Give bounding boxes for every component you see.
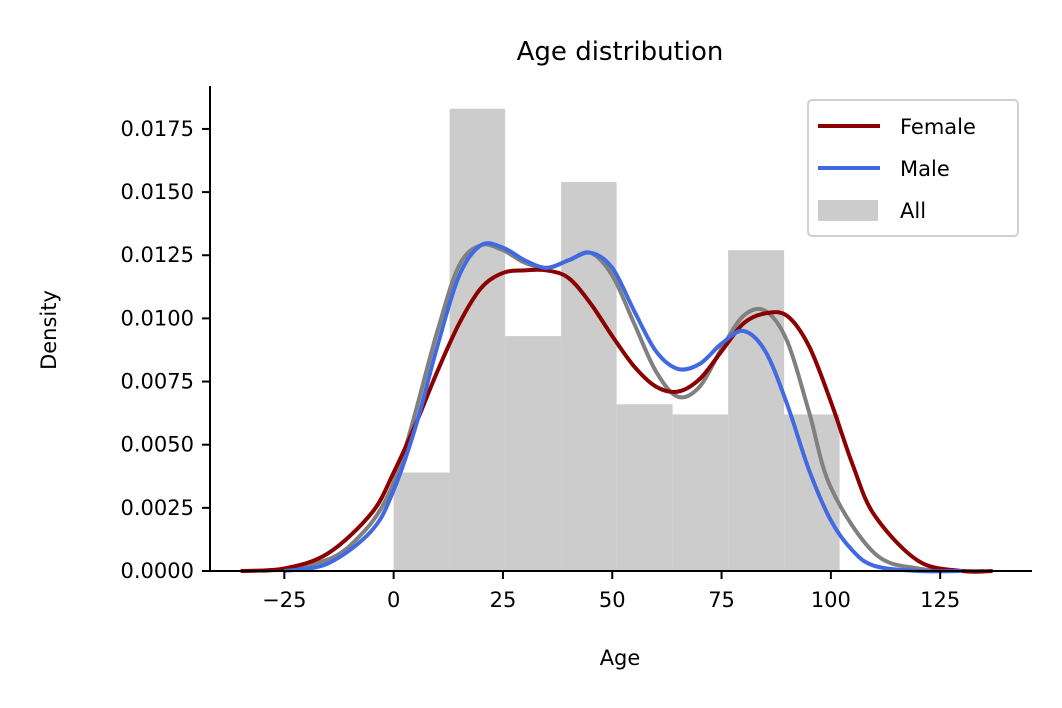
- histogram-bars: [393, 108, 840, 572]
- y-axis-ticks: 0.0000 0.0025 0.0050 0.0075 0.0100 0.0125 0.01…: [121, 117, 210, 583]
- density-curves: [240, 241, 993, 574]
- legend-label-all: All: [900, 199, 926, 223]
- legend: Female Male All: [807, 99, 1019, 237]
- x-tick-label: 100: [811, 588, 851, 612]
- x-tick-label: 125: [920, 588, 960, 612]
- histogram-bar: [728, 250, 785, 572]
- histogram-bar: [449, 108, 506, 571]
- y-tick-label: 0.0000: [121, 559, 194, 583]
- x-tick-label: −25: [262, 588, 306, 612]
- chart-title: Age distribution: [517, 37, 724, 67]
- x-tick-label: 25: [490, 588, 517, 612]
- y-tick-label: 0.0150: [121, 180, 194, 204]
- histogram-bar: [561, 181, 617, 572]
- legend-items: Female Male All: [818, 115, 976, 223]
- histogram-bar: [672, 414, 729, 571]
- y-tick-label: 0.0100: [121, 306, 194, 330]
- x-axis-title: Age: [600, 646, 641, 670]
- histogram-bar: [393, 472, 450, 571]
- y-axis-title: Density: [37, 290, 61, 370]
- legend-label-female: Female: [900, 115, 976, 139]
- x-tick-label: 50: [599, 588, 626, 612]
- y-tick-label: 0.0075: [121, 370, 194, 394]
- y-tick-label: 0.0125: [121, 243, 194, 267]
- x-tick-label: 75: [708, 588, 735, 612]
- male-density-line: [283, 241, 963, 574]
- legend-swatch-all: [818, 200, 878, 221]
- x-tick-label: 0: [387, 588, 400, 612]
- y-tick-label: 0.0025: [121, 496, 194, 520]
- y-tick-label: 0.0050: [121, 433, 194, 457]
- histogram-bar: [616, 404, 673, 571]
- histogram-bar: [784, 414, 840, 571]
- histogram-bar: [505, 336, 562, 571]
- legend-label-male: Male: [900, 157, 950, 181]
- overall-density-line: [262, 242, 984, 574]
- x-axis-ticks: −25 0 25 50 75 100 125: [262, 571, 960, 612]
- y-tick-label: 0.0175: [121, 117, 194, 141]
